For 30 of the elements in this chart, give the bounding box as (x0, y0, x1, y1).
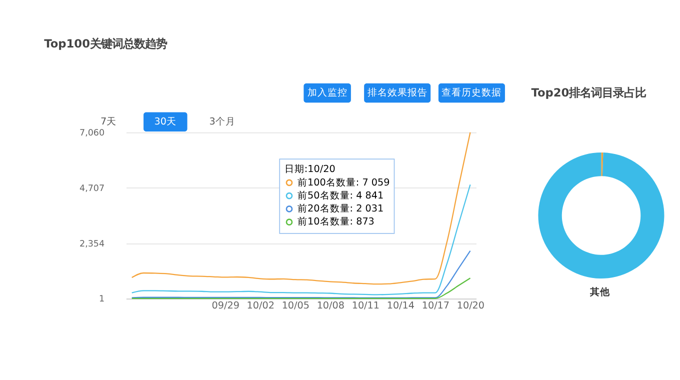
x-tick-label: 10/20 (456, 300, 485, 312)
donut-slice (538, 152, 664, 278)
x-tick-label: 10/14 (386, 300, 415, 312)
chart-title: Top100关键词总数趋势 (44, 36, 167, 50)
line-series (131, 278, 471, 300)
text: 查看历史数据 (442, 86, 502, 99)
y-tick-label: 1 (99, 294, 105, 305)
line-series (131, 250, 471, 298)
legend-label: 前10名数量: 873 (298, 216, 374, 228)
text: 排名效果报告 (367, 86, 428, 99)
x-tick-label: 10/02 (246, 300, 275, 312)
text: 7天 (100, 116, 117, 128)
y-tick-label: 7,060 (80, 128, 105, 138)
y-tick-label: 4,707 (80, 184, 105, 194)
chart-title: Top20排名词目录占比 (531, 85, 646, 100)
x-tick-label: 10/05 (282, 300, 310, 312)
legend-label: 前20名数量: 2 031 (298, 202, 384, 215)
text: 3个月 (209, 115, 236, 128)
x-tick-label: 10/11 (352, 300, 380, 312)
legend-label: 前100名数量: 7 059 (298, 176, 390, 188)
x-tick-label: 10/08 (316, 300, 345, 312)
x-tick-label: 09/29 (212, 300, 240, 312)
legend-label: 前50名数量: 4 841 (298, 189, 384, 202)
x-tick-label: 10/17 (422, 300, 450, 312)
text: 加入监控 (307, 86, 348, 99)
text: 30天 (154, 116, 177, 128)
legend-title: 日期:10/20 (284, 162, 336, 175)
line-series (131, 132, 471, 285)
y-tick-label: 2,354 (80, 239, 105, 250)
slice-label: 其他 (589, 286, 612, 298)
